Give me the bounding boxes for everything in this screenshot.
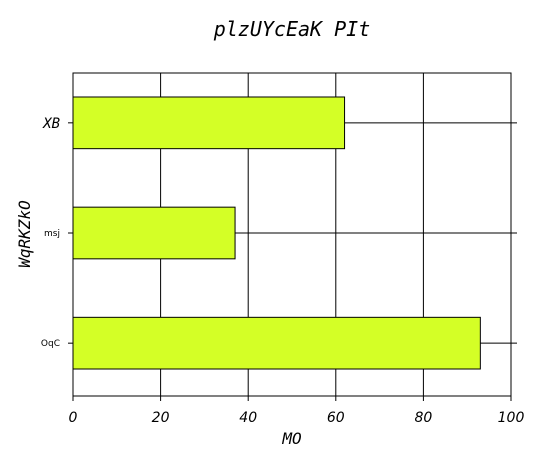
bars <box>72 96 481 370</box>
x-tick-label-0: 0 <box>69 410 78 426</box>
plot-frame <box>72 72 512 397</box>
x-tick-label-100: 100 <box>498 410 525 426</box>
y-tick-label-XB: XB <box>42 116 60 132</box>
bar-msj <box>72 206 236 260</box>
bar-OqC <box>72 316 481 370</box>
bar-XB <box>72 96 346 150</box>
y-axis-ticks: XB msj OqC <box>41 116 73 349</box>
x-tick-label-60: 60 <box>327 410 345 426</box>
y-axis-label: WqRKZkO <box>15 200 34 267</box>
y-tick-label-msj: msj <box>44 229 60 239</box>
x-axis-ticks: 0 20 40 60 80 100 <box>69 396 525 426</box>
chart-title: plzUYcEaK PIt <box>213 17 371 41</box>
x-tick-label-40: 40 <box>239 410 257 426</box>
x-tick-label-80: 80 <box>414 410 432 426</box>
x-tick-label-20: 20 <box>152 410 170 426</box>
x-axis-label: MO <box>281 429 301 448</box>
y-tick-label-OqC: OqC <box>41 339 60 349</box>
